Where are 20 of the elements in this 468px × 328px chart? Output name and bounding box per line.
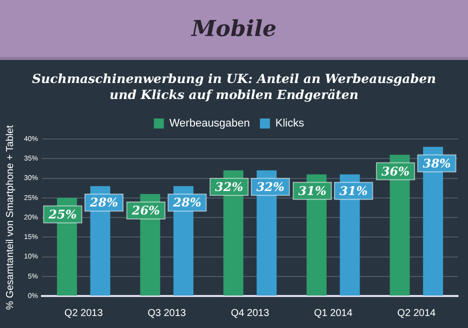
data-label: 31% [298,184,326,198]
data-label: 28% [172,196,202,210]
data-label: 28% [88,196,118,210]
data-label: 26% [130,204,160,218]
x-tick-label: Q4 2013 [230,308,270,319]
data-label: 38% [422,156,451,170]
data-label: 36% [381,164,410,178]
chart-subtitle: Suchmaschinenwerbung in UK: Anteil an Werbeausgaben und Klicks auf mobilen Endgeräten [31,70,437,104]
data-label: 25% [48,208,77,222]
x-tick-label: Q2 2014 [397,308,436,319]
x-tick-label: Q1 2014 [314,308,353,319]
legend-label: Klicks [275,118,305,130]
y-axis-title: % Gesamtanteil von Smartphone + Tablet [4,124,16,310]
x-tick-label: Q2 2013 [64,308,104,319]
x-tick-label: Q3 2013 [148,308,186,319]
legend-label: Werbeausgaben [169,118,250,130]
data-label: 32% [215,180,244,194]
data-label: 31% [340,184,368,198]
data-label: 32% [256,180,284,194]
chart-title: Mobile [0,0,468,60]
